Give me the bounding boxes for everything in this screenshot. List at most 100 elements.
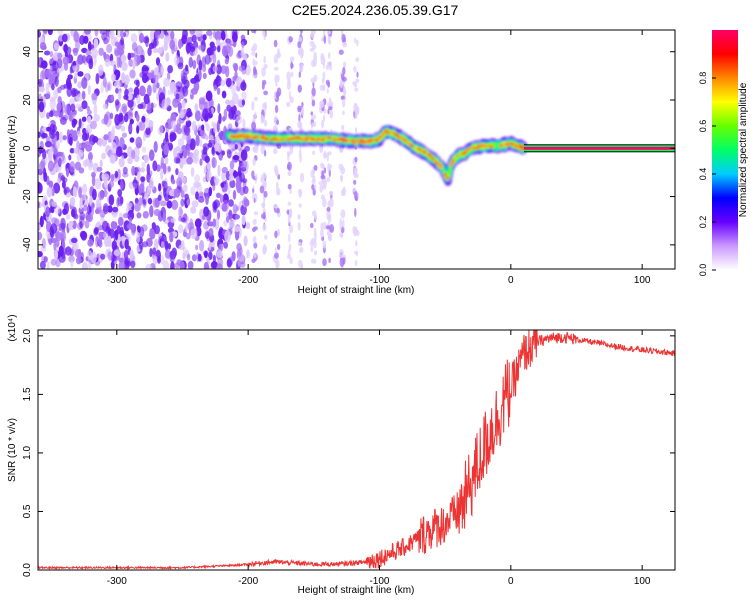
noise-mark [74,134,78,141]
heatmap-frame [37,29,676,270]
noise-mark [68,111,73,122]
noise-mark [65,213,71,220]
signal-mark [384,128,388,132]
noise-streak-mark [321,77,325,84]
noise-mark [111,73,116,82]
noise-streak-mark [263,190,268,198]
noise-mark [147,197,153,205]
y-tick-label: 40 [22,46,33,58]
noise-mark [103,134,109,141]
noise-mark [41,238,46,249]
heatmap-signal-trace [224,125,528,186]
noise-mark [114,113,121,126]
noise-mark [192,181,200,189]
noise-streak-mark [310,222,314,229]
noise-mark [170,261,175,269]
noise-streak-mark [325,79,330,86]
noise-streak-mark [311,95,314,101]
noise-mark [111,240,118,251]
noise-mark [57,30,64,35]
noise-mark [199,158,203,166]
noise-mark [181,100,186,109]
noise-mark [79,220,83,229]
noise-mark [180,190,185,198]
noise-mark [48,73,53,86]
noise-streak-mark [320,228,324,238]
noise-streak-mark [299,246,304,253]
noise-mark [60,84,66,90]
noise-mark [147,47,152,56]
noise-mark [151,222,156,230]
noise-mark [191,34,197,43]
noise-mark [50,258,57,266]
noise-mark [157,47,163,54]
noise-mark [49,110,54,118]
noise-mark [118,90,122,101]
noise-streak-mark [355,57,360,62]
y-tick-label: -20 [22,189,33,204]
noise-mark [125,260,132,267]
signal-mark [246,136,250,140]
noise-mark [79,197,83,210]
noise-streak-mark [310,77,316,83]
noise-streak-mark [322,114,326,122]
noise-mark [51,83,55,91]
noise-streak-mark [251,192,255,200]
noise-mark [68,220,74,227]
noise-mark [161,44,168,52]
noise-mark [197,253,202,262]
noise-mark [38,80,42,88]
noise-streak-mark [253,66,257,76]
noise-mark [97,138,103,147]
noise-mark [228,174,234,182]
noise-mark [205,90,213,102]
x-tick-label: 0 [508,275,514,286]
noise-mark [131,165,136,176]
noise-mark [230,83,237,96]
noise-mark [54,76,59,87]
noise-mark [139,167,145,173]
noise-mark [77,71,84,77]
noise-streak-mark [288,208,293,219]
noise-streak-mark [287,201,292,206]
signal-mark [321,138,325,142]
noise-mark [212,45,217,51]
noise-mark [93,103,98,116]
noise-mark [127,92,133,101]
signal-mark [261,135,265,139]
noise-mark [67,74,73,80]
noise-mark [190,167,195,177]
noise-mark [53,89,59,99]
signal-mark [304,138,308,142]
noise-mark [190,87,198,95]
noise-mark [114,81,121,89]
noise-mark [82,159,89,168]
noise-mark [213,199,221,209]
noise-streak-mark [253,144,259,154]
noise-streak-mark [327,36,331,43]
noise-streak-mark [273,165,279,174]
noise-mark [68,154,72,161]
noise-mark [213,84,218,92]
noise-streak-mark [252,218,257,225]
noise-streak-mark [322,59,325,69]
noise-streak-mark [340,73,345,81]
noise-streak-mark [252,58,256,67]
signal-mark [305,135,309,139]
noise-mark [47,150,52,159]
noise-mark [98,237,103,247]
noise-mark [115,146,123,158]
noise-mark [47,160,55,172]
colorbar-tick-label: 0.8 [698,72,708,85]
signal-mark [466,147,470,151]
noise-streak-mark [287,248,291,259]
noise-mark [38,251,43,258]
noise-mark [124,239,129,250]
noise-mark [54,239,60,247]
noise-mark [160,156,164,169]
noise-mark [194,218,202,229]
noise-mark [114,229,119,241]
noise-streak-mark [313,258,317,264]
noise-mark [161,98,169,110]
noise-mark [147,184,155,191]
